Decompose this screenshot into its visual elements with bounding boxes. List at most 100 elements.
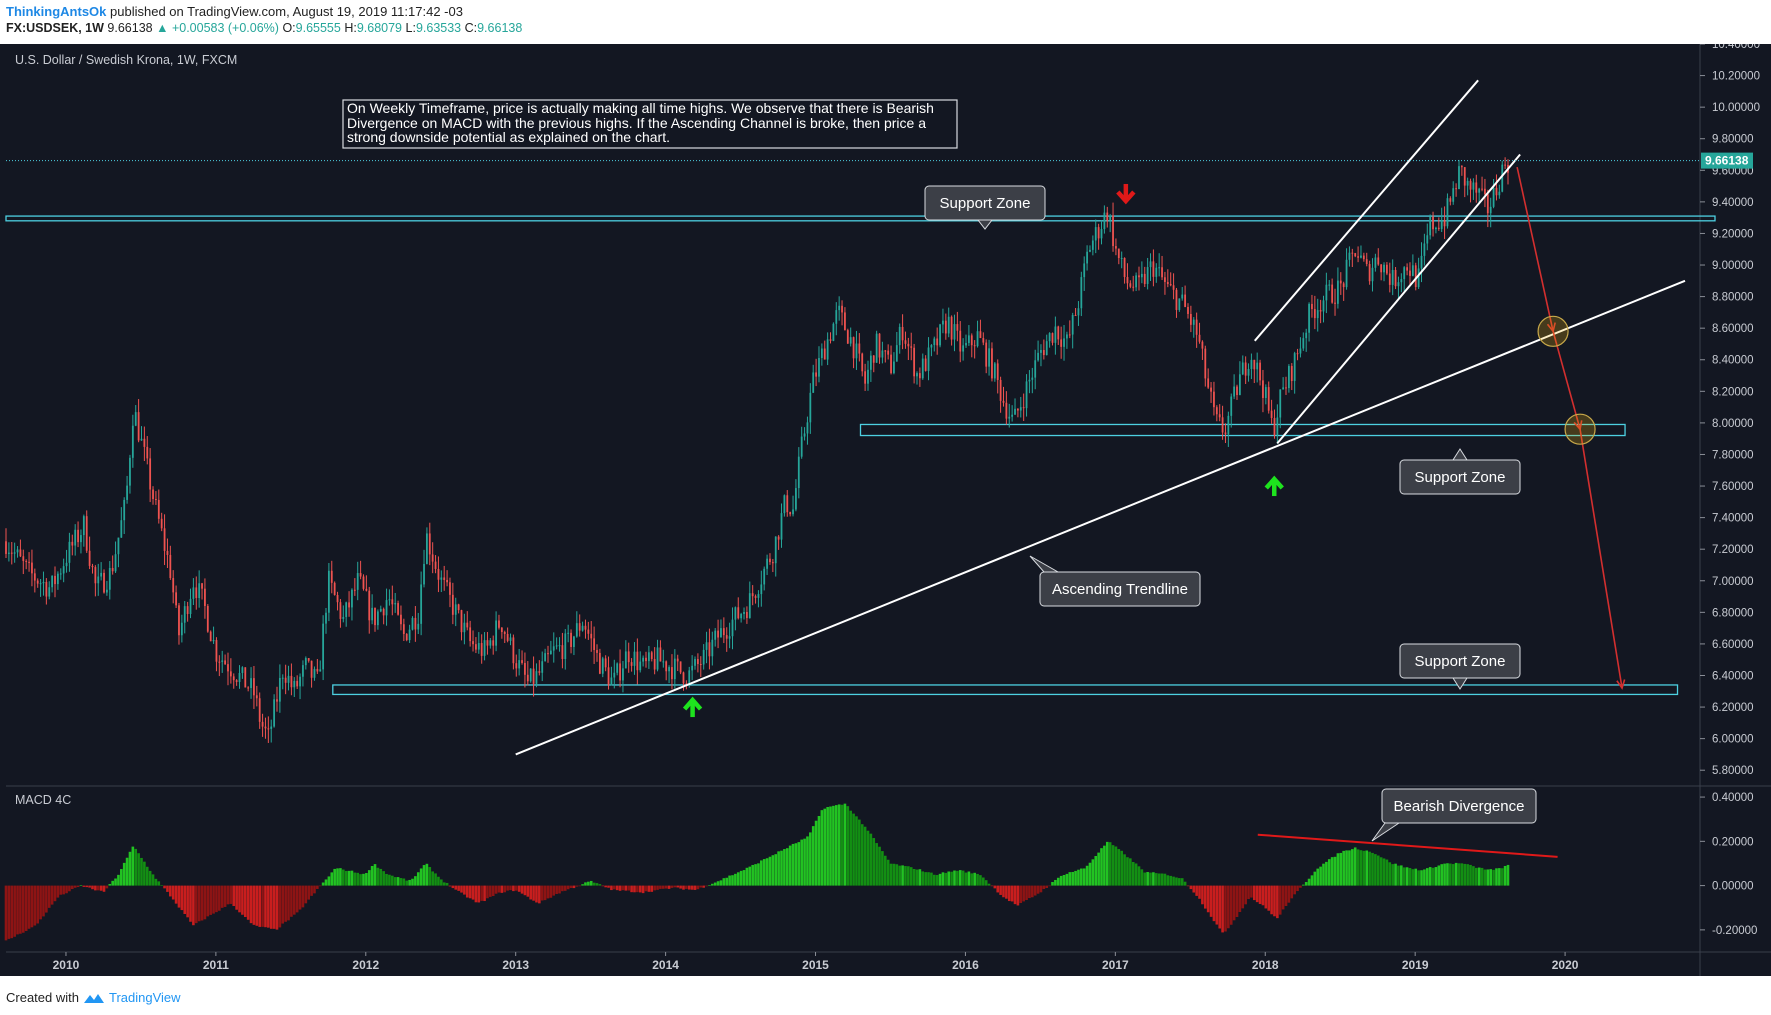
macd-bar-negative	[1253, 885, 1256, 901]
macd-bar-negative	[512, 885, 515, 892]
candle-body	[152, 489, 154, 500]
macd-bar-positive	[843, 803, 847, 886]
macd-bar-positive	[1071, 871, 1074, 886]
macd-bar-negative	[451, 885, 455, 889]
candle-body	[431, 554, 434, 562]
projection-segment	[1579, 429, 1623, 689]
candle-body	[293, 680, 296, 688]
candle-body	[1086, 251, 1088, 264]
candle-body	[106, 589, 108, 593]
candle-body	[838, 305, 841, 311]
candle-body	[1117, 248, 1120, 259]
candle-body	[988, 348, 990, 367]
time-tick-label: 2019	[1402, 958, 1429, 972]
candle-body	[832, 323, 835, 341]
macd-bar-positive	[131, 846, 135, 886]
chart-canvas[interactable]: U.S. Dollar / Swedish Krona, 1W, FXCM MA…	[0, 44, 1771, 976]
candle-body	[826, 339, 829, 360]
candle-body	[630, 662, 633, 666]
macd-bar-positive	[367, 870, 371, 886]
tradingview-link[interactable]: TradingView	[108, 990, 181, 1005]
candle-body	[1287, 366, 1290, 389]
candle-body	[740, 613, 743, 619]
macd-bar-negative	[1224, 885, 1227, 932]
macd-bar-negative	[1273, 885, 1276, 917]
macd-bar-positive	[359, 874, 362, 886]
candle-body	[368, 590, 371, 621]
candle-body	[1452, 188, 1455, 202]
candle-body	[1169, 284, 1172, 286]
macd-bar-negative	[601, 885, 605, 887]
macd-bar-negative	[171, 885, 175, 900]
candle-body	[475, 644, 477, 650]
candle-body	[800, 436, 803, 457]
macd-bar-positive	[1051, 882, 1054, 886]
macd-bar-negative	[1218, 885, 1222, 929]
price-tick-label: 6.60000	[1712, 639, 1754, 651]
candle-body	[1166, 281, 1169, 285]
author-link[interactable]: ThinkingAntsOk	[6, 4, 107, 19]
macd-bar-positive	[1405, 867, 1409, 886]
candle-body	[74, 529, 77, 546]
candle-body	[1316, 310, 1319, 319]
channel-lower	[1276, 153, 1521, 445]
candle-body	[1305, 332, 1308, 339]
candle-body	[682, 672, 685, 684]
candle-body	[1504, 164, 1507, 166]
candle-body	[1417, 268, 1420, 288]
macd-bar-negative	[7, 885, 11, 939]
macd-bar-negative	[310, 885, 313, 896]
macd-tick-label: 0.40000	[1712, 792, 1754, 804]
macd-bar-negative	[169, 885, 172, 897]
candle-body	[296, 680, 299, 687]
candle-body	[1429, 216, 1432, 236]
candle-body	[944, 320, 947, 334]
candle-body	[451, 594, 454, 615]
macd-bar-positive	[1316, 868, 1320, 886]
candle-body	[1481, 188, 1483, 190]
macd-bar-positive	[1449, 863, 1452, 886]
candle-body	[31, 562, 33, 574]
macd-bar-negative	[16, 885, 19, 935]
candle-body	[818, 358, 820, 377]
candle-body	[1446, 198, 1449, 227]
macd-bar-negative	[607, 885, 610, 888]
macd-bar-negative	[503, 885, 507, 893]
macd-bar-positive	[111, 880, 114, 886]
macd-bar-negative	[1284, 885, 1288, 906]
time-tick-label: 2013	[502, 958, 529, 972]
candle-body	[1126, 277, 1129, 284]
candle-body	[402, 624, 405, 634]
candle-body	[1189, 313, 1192, 325]
candle-body	[927, 347, 930, 371]
macd-bar-positive	[1472, 866, 1475, 886]
macd-bar-positive	[837, 804, 841, 886]
candle-body	[276, 699, 278, 702]
candle-body	[529, 668, 532, 682]
footer: Created with TradingView	[6, 990, 181, 1005]
candle-body	[500, 627, 503, 632]
macd-bar-negative	[477, 885, 481, 903]
macd-bar-positive	[956, 870, 959, 886]
macd-bar-negative	[301, 885, 305, 908]
macd-bar-positive	[794, 843, 798, 886]
candle-body	[890, 354, 892, 374]
last-price-tag	[1701, 152, 1753, 169]
candle-body	[489, 640, 492, 646]
macd-bar-negative	[538, 885, 541, 904]
candle-body	[1403, 267, 1406, 280]
macd-bar-negative	[535, 885, 538, 903]
candle-body	[714, 630, 717, 640]
candle-body	[844, 312, 846, 331]
macd-bar-positive	[1091, 859, 1095, 886]
candle-body	[881, 350, 884, 358]
price-tick-label: 7.60000	[1712, 481, 1754, 493]
candle-body	[524, 662, 526, 675]
candle-body	[1045, 341, 1048, 356]
macd-bar-positive	[1065, 873, 1069, 886]
macd-bar-positive	[918, 869, 922, 886]
candle-body	[864, 371, 867, 384]
macd-bar-negative	[641, 885, 645, 894]
macd-bar-positive	[800, 839, 803, 886]
candle-body	[1236, 386, 1238, 395]
